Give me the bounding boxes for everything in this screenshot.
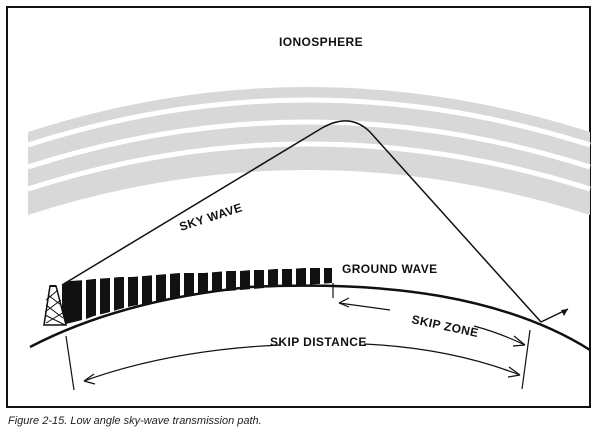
sky-wave-path <box>61 120 542 323</box>
skip-distance-arrow <box>65 329 531 391</box>
skip-zone-label: SKIP ZONE <box>410 312 479 340</box>
skip-distance-label: SKIP DISTANCE <box>270 335 367 349</box>
skip-zone-arrow <box>332 283 526 347</box>
reflected-arrow-icon <box>540 308 569 323</box>
ground-wave-label: GROUND WAVE <box>342 262 438 276</box>
ionosphere-label: IONOSPHERE <box>279 35 363 49</box>
ground-wave-stripes <box>62 265 332 325</box>
sky-wave-label: SKY WAVE <box>178 200 245 234</box>
ground-wave-gaps <box>82 265 324 324</box>
antenna-tower-icon <box>43 285 67 326</box>
ionosphere-gap-2 <box>27 119 591 170</box>
earth-surface <box>29 284 591 352</box>
ionosphere-band-fill <box>28 87 590 215</box>
ionosphere-gap-1 <box>27 97 591 148</box>
ionosphere-gap-3 <box>27 141 591 192</box>
ionosphere-bands <box>27 87 591 215</box>
figure-caption: Figure 2-15. Low angle sky-wave transmis… <box>8 415 262 427</box>
